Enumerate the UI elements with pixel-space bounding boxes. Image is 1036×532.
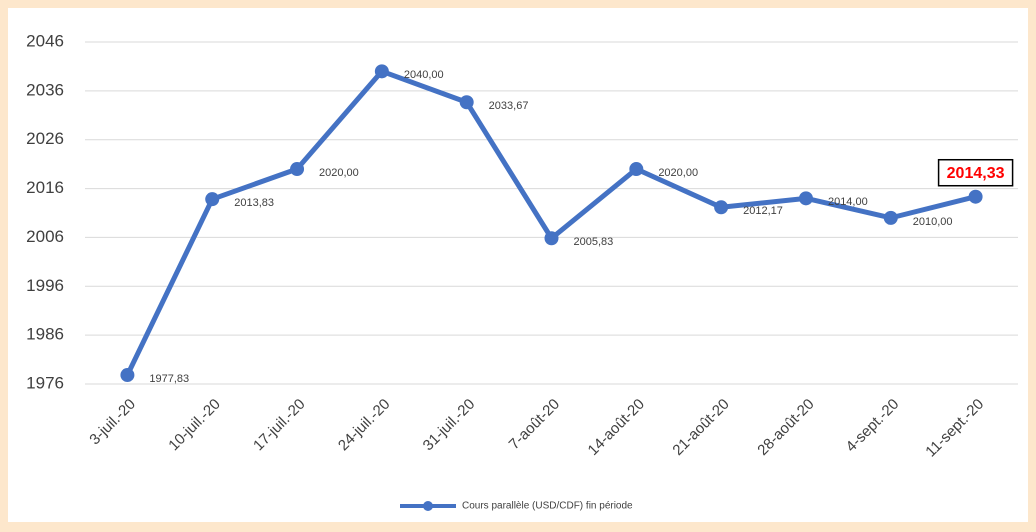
data-label: 2010,00 — [913, 216, 953, 228]
point-marker — [798, 191, 813, 206]
data-label: 2013,83 — [234, 197, 274, 209]
point-marker — [120, 368, 135, 383]
highlight-box — [937, 158, 1014, 187]
data-label: 1977,83 — [149, 373, 189, 385]
data-label: 2033,67 — [489, 100, 529, 112]
point-marker — [290, 162, 305, 177]
data-label: 2014,33 — [947, 165, 1005, 182]
point-marker — [968, 189, 983, 204]
y-tick-label: 1976 — [26, 373, 64, 392]
legend-label: Cours parallèle (USD/CDF) fin période — [462, 501, 633, 512]
y-tick-label: 1986 — [26, 325, 64, 344]
y-tick-label: 1996 — [26, 276, 64, 295]
y-tick-label: 2046 — [26, 31, 64, 50]
point-marker — [714, 200, 729, 215]
point-marker — [205, 192, 220, 207]
data-label: 2040,00 — [404, 69, 444, 81]
point-marker — [374, 64, 389, 79]
data-label: 2020,00 — [658, 167, 698, 179]
data-label: 2005,83 — [574, 236, 614, 248]
point-marker — [883, 210, 898, 225]
data-label: 2012,17 — [743, 205, 783, 217]
data-label: 2020,00 — [319, 167, 359, 179]
y-tick-label: 2006 — [26, 227, 64, 246]
y-tick-label: 2016 — [26, 178, 64, 197]
point-marker — [629, 162, 644, 177]
point-marker — [544, 231, 559, 246]
y-tick-label: 2026 — [26, 129, 64, 148]
legend-marker — [423, 501, 433, 511]
y-tick-label: 2036 — [26, 80, 64, 99]
point-marker — [459, 95, 474, 110]
data-label: 2014,00 — [828, 196, 868, 208]
